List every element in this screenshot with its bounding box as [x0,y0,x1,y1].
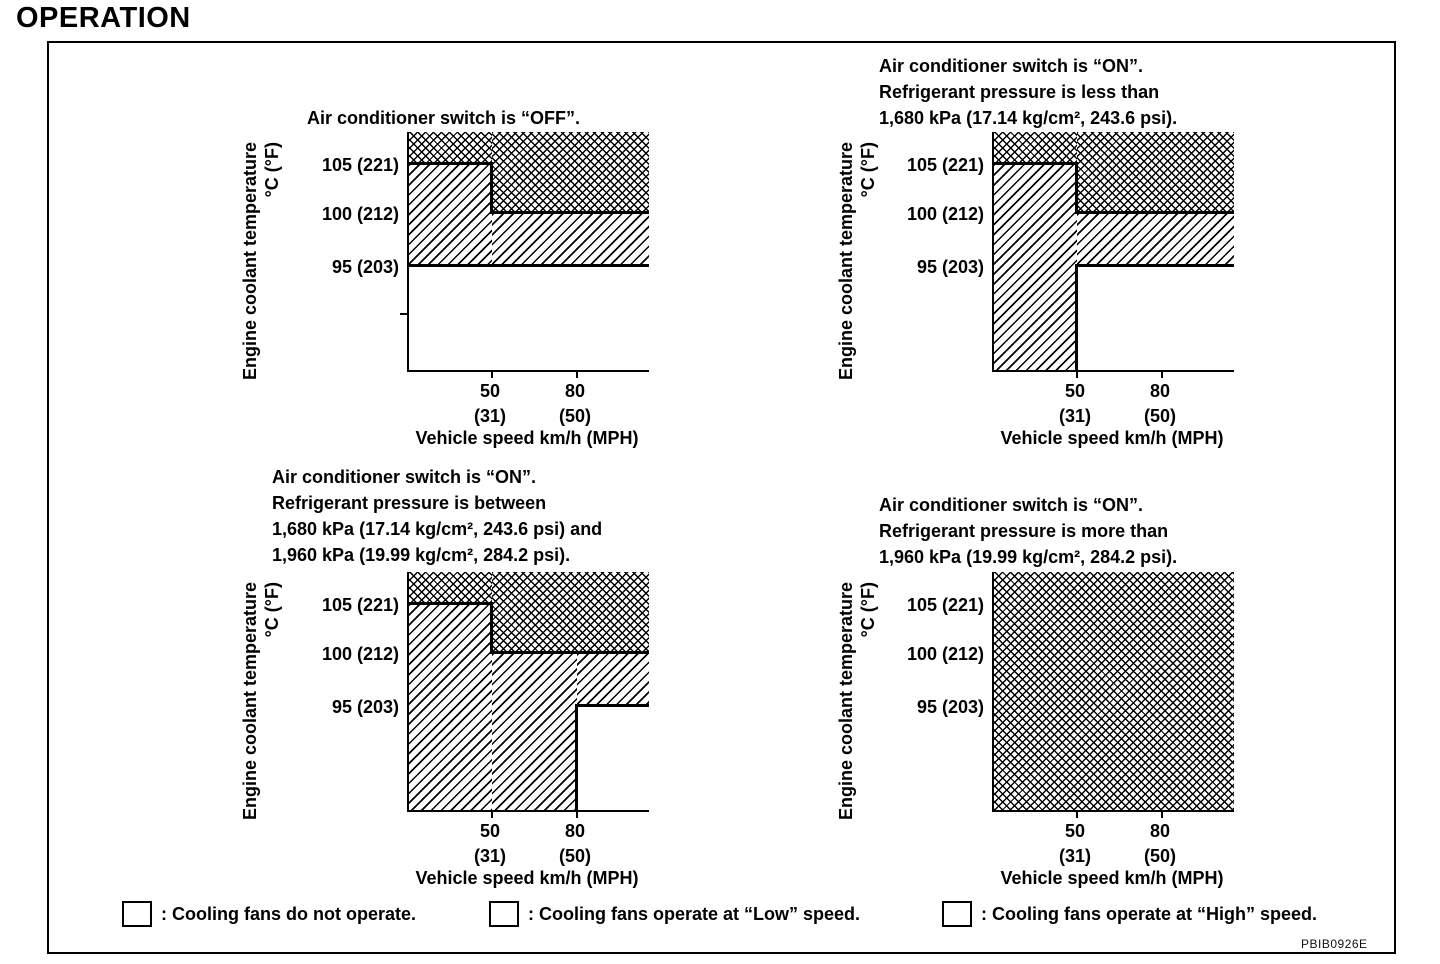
x-tick-50: 50 (31) [1058,821,1091,866]
region-low-speed [409,604,492,810]
y-tick-105: 105 (221) [906,155,984,175]
x-tick-50: 50 (31) [1058,381,1091,426]
x-tick-mark [1076,810,1078,818]
chart-title-ac-on-pressure-low: Air conditioner switch is “ON”. Refriger… [879,53,1177,131]
chart-title-line: Air conditioner switch is “OFF”. [307,108,581,128]
region-low-speed [409,164,492,266]
legend-swatch-crosshatch [942,901,972,927]
y-axis-label: Engine coolant temperature °C (°F) [240,582,282,821]
chart-title-line: Refrigerant pressure is between [272,493,547,513]
chart-title-line: Air conditioner switch is “ON”. [272,467,537,487]
region-high-speed [994,572,1234,810]
plot-area-ac-on-pressure-high [992,572,1234,818]
region-high-speed [1077,132,1234,214]
region-boundary-line [575,704,578,810]
y-axis-label: Engine coolant temperature °C (°F) [836,142,878,381]
chart-title-line: Air conditioner switch is “ON”. [879,495,1144,515]
x-tick-mark [491,370,493,378]
x-tick-mark [1161,810,1163,818]
chart-title-line: 1,680 kPa (17.14 kg/cm², 243.6 psi). [879,108,1178,128]
plot-area-ac-on-pressure-low [992,132,1234,378]
region-boundary-line [994,162,1077,165]
region-high-speed [409,572,492,604]
y-tick-105: 105 (221) [906,595,984,615]
chart-title-ac-on-pressure-high: Air conditioner switch is “ON”. Refriger… [879,492,1177,570]
legend-item-fans-off: : Cooling fans do not operate. [122,901,416,927]
region-boundary-line [492,651,649,654]
y-tick-100: 100 (212) [321,204,399,224]
region-boundary-line [409,602,492,605]
region-boundary-line [409,264,649,267]
y-tick-95: 95 (203) [331,697,399,717]
page-title: OPERATION [16,2,191,34]
y-tick-105: 105 (221) [321,595,399,615]
x-tick-80: 80 (50) [558,381,591,426]
region-boundary-line [1077,264,1234,267]
y-tick-100: 100 (212) [906,644,984,664]
y-axis-label: Engine coolant temperature °C (°F) [836,582,878,821]
region-boundary-line [1077,211,1234,214]
region-boundary-line [1075,264,1078,370]
chart-title-line: 1,960 kPa (19.99 kg/cm², 284.2 psi). [879,547,1178,567]
figure-code: PBIB0926E [1301,937,1368,951]
chart-title-line: Air conditioner switch is “ON”. [879,56,1144,76]
region-boundary-line [577,704,649,707]
x-tick-80: 80 (50) [1143,821,1176,866]
region-low-speed [1077,214,1234,266]
legend-item-fans-high: : Cooling fans operate at “High” speed. [942,901,1317,927]
legend-item-fans-low: : Cooling fans operate at “Low” speed. [489,901,860,927]
x-axis-label: Vehicle speed km/h (MPH) [415,428,639,448]
y-tick-95: 95 (203) [916,697,984,717]
x-tick-mark [491,810,493,818]
chart-title-ac-on-pressure-mid: Air conditioner switch is “ON”. Refriger… [272,464,602,568]
legend-label: : Cooling fans operate at “High” speed. [981,903,1318,924]
region-boundary-line [1075,162,1078,214]
x-axis-label: Vehicle speed km/h (MPH) [1000,428,1224,448]
legend-label: : Cooling fans operate at “Low” speed. [528,903,861,924]
region-boundary-line [492,211,649,214]
y-tick-105: 105 (221) [321,155,399,175]
plot-area-ac-on-pressure-mid [407,572,649,818]
y-tick-95: 95 (203) [916,257,984,277]
y-axis-minor-tick [400,313,409,315]
x-tick-mark [576,810,578,818]
x-tick-mark [1161,370,1163,378]
region-boundary-line [409,162,492,165]
region-low-speed [492,654,577,810]
plot-area-ac-off [400,132,649,378]
y-axis-label: Engine coolant temperature °C (°F) [240,142,282,381]
legend-swatch-blank [122,901,152,927]
x-axis-label: Vehicle speed km/h (MPH) [415,868,639,888]
region-high-speed [492,132,649,214]
region-boundary-line [490,602,493,654]
legend-swatch-hatch [489,901,519,927]
chart-title-line: 1,680 kPa (17.14 kg/cm², 243.6 psi) and [272,519,603,539]
x-tick-80: 80 (50) [558,821,591,866]
region-high-speed [409,132,492,164]
chart-title-line: Refrigerant pressure is more than [879,521,1169,541]
chart-title-line: 1,960 kPa (19.99 kg/cm², 284.2 psi). [272,545,571,565]
region-high-speed [994,132,1077,164]
chart-title-ac-off: Air conditioner switch is “OFF”. [307,105,580,131]
y-tick-100: 100 (212) [321,644,399,664]
x-tick-mark [576,370,578,378]
region-low-speed [994,164,1077,370]
x-axis-label: Vehicle speed km/h (MPH) [1000,868,1224,888]
region-low-speed [577,654,649,706]
figure-border: Air conditioner switch is “OFF”. Engine … [47,41,1396,954]
region-low-speed [492,214,649,266]
y-tick-100: 100 (212) [906,204,984,224]
region-boundary-line [490,162,493,214]
x-tick-mark [1076,370,1078,378]
x-tick-50: 50 (31) [473,381,506,426]
region-high-speed [492,572,649,654]
legend-label: : Cooling fans do not operate. [161,903,416,924]
y-tick-95: 95 (203) [331,257,399,277]
x-tick-50: 50 (31) [473,821,506,866]
chart-title-line: Refrigerant pressure is less than [879,82,1160,102]
x-tick-80: 80 (50) [1143,381,1176,426]
